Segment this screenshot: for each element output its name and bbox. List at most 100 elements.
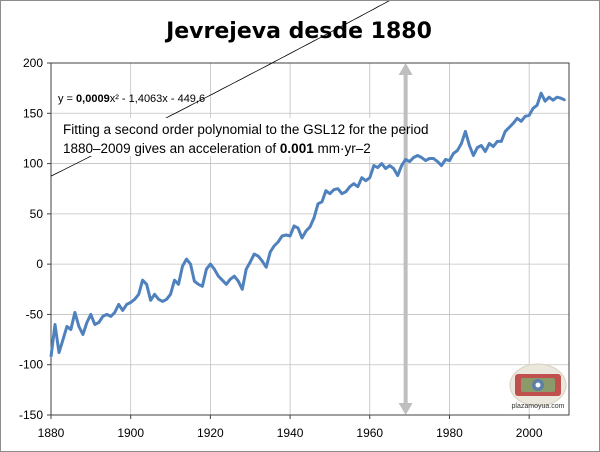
data-point (50, 355, 52, 358)
data-point (384, 167, 387, 170)
data-point (404, 158, 407, 161)
data-point (145, 283, 148, 286)
data-point (388, 164, 391, 167)
data-point (329, 192, 331, 195)
data-point (82, 333, 84, 336)
data-point (197, 283, 200, 286)
data-point (552, 99, 554, 101)
data-point (153, 293, 156, 296)
data-point (181, 265, 184, 268)
data-point (420, 156, 423, 159)
data-point (133, 298, 136, 301)
data-point (237, 280, 240, 283)
data-point (353, 182, 355, 185)
data-point (70, 328, 72, 331)
data-point (114, 311, 116, 314)
data-point (524, 115, 526, 118)
data-point (193, 280, 196, 283)
annotation-line1: Fitting a second order polynomial to the… (63, 122, 428, 137)
data-point (520, 120, 522, 123)
data-point (488, 142, 491, 145)
data-point (564, 99, 566, 101)
data-point (269, 251, 272, 253)
data-point (333, 188, 335, 191)
data-point (496, 140, 499, 143)
data-point (221, 279, 224, 282)
x-tick-label: 1960 (356, 426, 383, 440)
data-point (460, 142, 463, 145)
data-point (129, 301, 132, 304)
data-point (512, 122, 514, 125)
data-point (121, 309, 124, 312)
x-axis: 1880 1900 1920 1940 1960 1980 2000 (38, 415, 543, 440)
data-point (400, 164, 403, 167)
data-point (500, 140, 503, 143)
data-point (173, 279, 176, 282)
data-point (480, 144, 483, 147)
data-point (408, 160, 411, 163)
data-point (428, 157, 431, 160)
data-point (213, 268, 216, 271)
data-point (289, 235, 291, 237)
data-point (536, 104, 538, 106)
data-point (209, 263, 212, 265)
plot-area (50, 62, 570, 416)
data-point (452, 152, 455, 155)
data-point (293, 225, 295, 227)
data-point (448, 159, 451, 162)
data-point (321, 201, 323, 203)
data-point (102, 315, 104, 318)
data-point (249, 261, 251, 263)
data-point (357, 185, 359, 188)
data-point (516, 117, 518, 120)
data-point (456, 149, 459, 152)
data-points (50, 92, 566, 358)
y-tick-label: -100 (19, 358, 43, 372)
marker-arrow-bottom (398, 403, 413, 415)
data-point (349, 185, 351, 188)
equation-label: y = 0,0009x² - 1,4063x - 449,6 (58, 93, 205, 105)
x-tick-label: 1920 (197, 426, 224, 440)
x-tick-label: 1940 (277, 426, 304, 440)
data-point (317, 203, 319, 205)
y-tick-label: -50 (26, 307, 44, 321)
data-point (325, 189, 327, 192)
data-point (396, 174, 399, 177)
data-point (365, 179, 367, 182)
data-point (157, 298, 160, 301)
y-axis: -150 -100 -50 0 50 100 150 200 (19, 56, 51, 422)
data-point (285, 234, 287, 236)
data-point (149, 299, 152, 302)
data-point (229, 278, 232, 281)
y-tick-label: -150 (19, 408, 43, 422)
data-point (464, 130, 467, 133)
data-point (416, 154, 419, 157)
data-point (309, 226, 311, 228)
data-point (345, 190, 347, 193)
data-point (241, 288, 244, 291)
data-point (424, 159, 427, 162)
gridlines (50, 62, 569, 416)
data-point (58, 351, 60, 354)
data-point (476, 146, 479, 149)
data-point (380, 162, 383, 165)
data-point (432, 157, 435, 160)
data-point (556, 96, 558, 98)
chart-title: Jevrejeva desde 1880 (164, 19, 432, 44)
data-point (504, 130, 507, 133)
data-point (508, 126, 511, 129)
data-point (436, 160, 439, 163)
data-point (484, 150, 487, 153)
data-point (528, 114, 530, 117)
data-point (376, 166, 379, 169)
data-point (492, 145, 495, 148)
data-point (261, 260, 264, 262)
site-logo: plazamoyua.com (509, 363, 567, 410)
data-point (265, 266, 268, 269)
data-point (161, 300, 164, 303)
data-point (392, 167, 395, 170)
data-point (301, 237, 303, 239)
data-point (444, 158, 447, 161)
